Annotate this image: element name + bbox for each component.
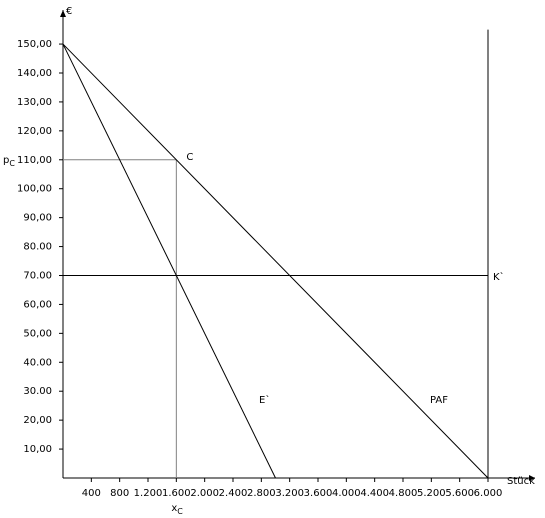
- y-tick-label: 150,00: [17, 39, 52, 50]
- line: [62, 43, 489, 479]
- y-tick-label: 100,00: [17, 184, 52, 195]
- x-tick-label: 3.200: [275, 488, 304, 499]
- point-x-label: xC: [171, 503, 183, 516]
- y-tick-label: 90,00: [23, 213, 52, 224]
- x-tick-label: 6.000: [474, 488, 503, 499]
- point-x-label-sub: C: [177, 507, 183, 516]
- x-tick-label: 2.400: [219, 488, 248, 499]
- x-tick-label: 400: [82, 488, 101, 499]
- point-y-label: pC: [3, 155, 15, 168]
- x-axis-arrow: [529, 475, 535, 481]
- x-tick-label: 800: [110, 488, 129, 499]
- point-y-label-main: p: [3, 155, 9, 166]
- y-axis-arrow: [60, 10, 66, 17]
- y-tick-label: 40.00: [23, 357, 52, 368]
- y-tick-label: 30.00: [23, 386, 52, 397]
- y-tick-label: 10,00: [23, 444, 52, 455]
- point-y-label-sub: C: [9, 158, 15, 167]
- y-tick-label: 60,00: [23, 299, 52, 310]
- x-tick-label: 5.600: [445, 488, 474, 499]
- x-tick-label: 4.800: [389, 488, 418, 499]
- y-tick-label: 110,00: [17, 155, 52, 166]
- x-axis-label: Stück: [507, 476, 535, 487]
- series-label: PAF: [430, 395, 448, 406]
- y-tick-label: 70.00: [23, 270, 52, 281]
- x-tick-label: 3.600: [304, 488, 333, 499]
- series-label: E`: [259, 394, 270, 406]
- x-tick-label: 2.800: [247, 488, 276, 499]
- point-x-label-main: x: [171, 503, 177, 514]
- x-tick-label: 1.200: [134, 488, 163, 499]
- x-tick-label: 4.400: [360, 488, 389, 499]
- y-tick-label: 20,00: [23, 415, 52, 426]
- y-axis-label: €: [66, 6, 72, 17]
- y-tick-label: 50,00: [23, 328, 52, 339]
- y-tick-label: 120,00: [17, 126, 52, 137]
- x-tick-label: 5.200: [417, 488, 446, 499]
- y-tick-label: 140,00: [17, 68, 52, 79]
- x-tick-label: 1.600: [162, 488, 191, 499]
- y-tick-label: 80.00: [23, 242, 52, 253]
- point-label: C: [186, 152, 193, 163]
- x-tick-label: 2.000: [190, 488, 219, 499]
- series-label: K`: [493, 271, 505, 283]
- line: [62, 43, 276, 479]
- x-tick-label: 4.000: [332, 488, 361, 499]
- y-tick-label: 130,00: [17, 97, 52, 108]
